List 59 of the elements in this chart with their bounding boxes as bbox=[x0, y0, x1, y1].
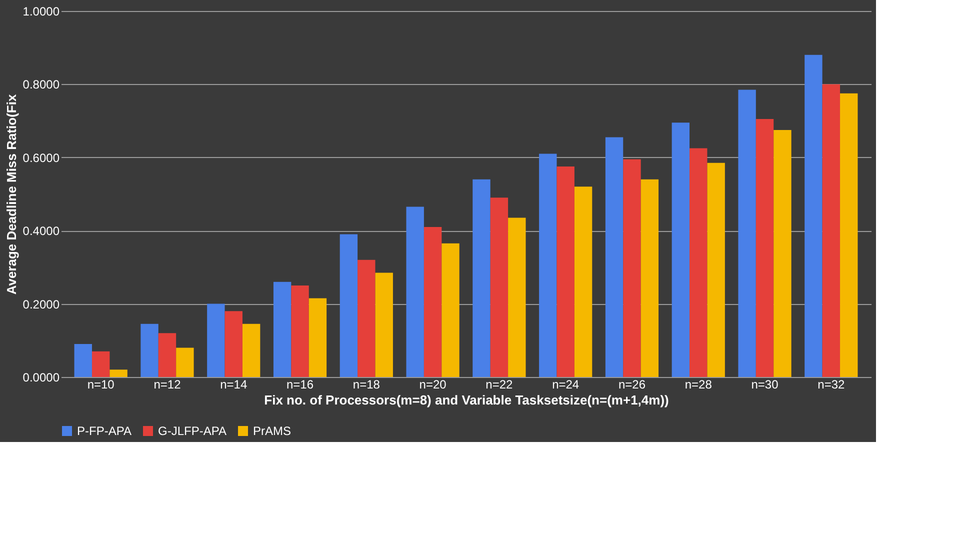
bar bbox=[242, 324, 260, 377]
bar bbox=[472, 179, 490, 377]
bar bbox=[207, 304, 225, 377]
legend-label: P-FP-APA bbox=[77, 424, 132, 438]
bar bbox=[539, 154, 557, 377]
y-tick-label: 0.4000 bbox=[22, 224, 60, 238]
y-tick-label: 0.0000 bbox=[22, 370, 60, 384]
bar bbox=[707, 162, 725, 377]
bar bbox=[774, 130, 792, 377]
x-tick-label: n=18 bbox=[352, 378, 380, 392]
bar bbox=[574, 186, 592, 377]
bar bbox=[804, 54, 822, 377]
bar bbox=[158, 333, 176, 377]
y-tick-label: 0.6000 bbox=[22, 150, 60, 165]
x-tick-label: n=12 bbox=[154, 378, 182, 392]
x-tick-label: n=26 bbox=[618, 378, 646, 392]
x-tick-label: n=30 bbox=[751, 378, 779, 392]
y-tick-label: 1.0000 bbox=[22, 4, 60, 18]
bar bbox=[92, 351, 110, 377]
legend-label: PrAMS bbox=[253, 424, 292, 438]
legend-label: G-JLFP-APA bbox=[158, 424, 226, 438]
bar bbox=[508, 218, 526, 377]
x-tick-label: n=32 bbox=[818, 378, 846, 392]
bar bbox=[556, 166, 574, 377]
bar bbox=[224, 311, 242, 377]
bar bbox=[690, 148, 708, 377]
bar bbox=[406, 206, 424, 377]
bar bbox=[358, 260, 376, 377]
x-tick-label: n=28 bbox=[684, 378, 712, 392]
y-axis-title: Average Deadline Miss Ratio(Fix bbox=[4, 94, 19, 295]
x-tick-label: n=10 bbox=[87, 378, 115, 392]
bar bbox=[176, 348, 194, 377]
bar bbox=[442, 243, 460, 377]
bar bbox=[308, 298, 327, 377]
bar bbox=[273, 282, 292, 377]
bar bbox=[756, 118, 774, 377]
x-tick-label: n=22 bbox=[486, 378, 514, 392]
bar bbox=[605, 137, 624, 377]
x-tick-label: n=24 bbox=[552, 378, 580, 392]
x-axis-title: Fix no. of Processors(m=8) and Variable Tasksetsize(n=(m+1,4m)) bbox=[264, 392, 669, 408]
y-tick-label: 0.2000 bbox=[22, 297, 60, 312]
bar bbox=[672, 122, 690, 377]
bar bbox=[424, 226, 442, 377]
bar bbox=[822, 84, 840, 377]
bar bbox=[490, 198, 508, 377]
x-tick-label: n=16 bbox=[286, 378, 314, 392]
x-tick-label: n=14 bbox=[220, 378, 248, 392]
bar bbox=[840, 93, 858, 377]
y-tick-label: 0.8000 bbox=[22, 78, 60, 92]
bar bbox=[110, 370, 128, 377]
x-tick-label: n=20 bbox=[419, 378, 447, 392]
bar bbox=[340, 234, 358, 377]
bar bbox=[623, 159, 641, 377]
bar bbox=[375, 272, 393, 377]
bar bbox=[640, 179, 659, 377]
bar bbox=[74, 344, 92, 377]
bar bbox=[140, 324, 158, 377]
bar bbox=[738, 90, 756, 377]
bar bbox=[291, 286, 309, 377]
